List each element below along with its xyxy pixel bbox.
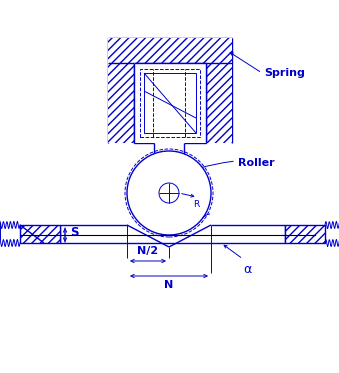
Bar [20,225,60,243]
Circle shape [159,183,179,203]
Bar [144,73,196,133]
Text: N: N [164,280,174,290]
Bar [108,38,134,143]
Text: Roller: Roller [238,158,275,168]
Bar [206,38,232,143]
Text: S: S [70,226,79,239]
Text: Spring: Spring [264,68,305,78]
Text: α: α [243,263,251,276]
Bar [285,225,325,243]
Bar [134,63,206,143]
Text: N/2: N/2 [137,246,159,256]
Circle shape [127,151,211,235]
Bar [140,69,200,137]
Text: R: R [194,200,200,209]
Bar [108,38,232,63]
